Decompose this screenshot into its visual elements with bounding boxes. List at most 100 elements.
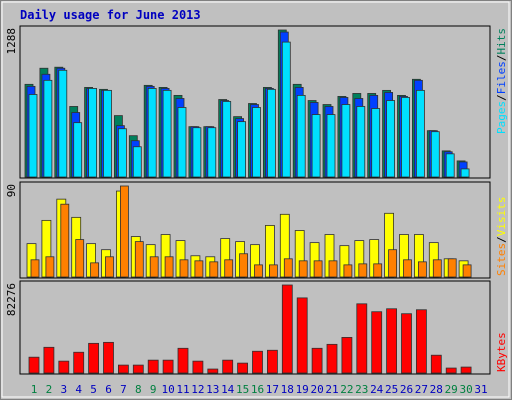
bar: [386, 308, 398, 374]
bar: [147, 88, 157, 178]
legend-entry: Sites: [495, 243, 508, 276]
bar: [296, 297, 308, 374]
bar: [237, 362, 249, 374]
bar: [179, 259, 189, 278]
bar: [73, 122, 83, 178]
bar: [58, 69, 68, 178]
y-tick-label: 82276: [5, 283, 18, 316]
legend-entry: Visits: [495, 197, 508, 237]
bar: [222, 101, 232, 178]
x-tick-label: 21: [325, 383, 338, 396]
bar: [132, 146, 142, 178]
x-tick-label: 31: [474, 383, 487, 396]
x-tick-label: 30: [459, 383, 472, 396]
bar: [388, 249, 398, 278]
bar: [209, 261, 219, 278]
bar: [358, 263, 368, 278]
bar: [415, 89, 425, 178]
y-tick-label: 1288: [5, 28, 18, 55]
bar: [401, 97, 410, 178]
bar: [430, 354, 442, 374]
legend-separator: /: [495, 55, 508, 62]
x-tick-label: 2: [46, 383, 53, 396]
bar: [460, 366, 472, 374]
bar: [88, 342, 99, 374]
bar: [60, 203, 70, 278]
bar: [132, 364, 144, 374]
legend: KBytes: [495, 332, 508, 372]
bar: [445, 153, 455, 178]
bar: [373, 263, 383, 278]
bar: [164, 256, 174, 278]
bar: [103, 341, 114, 374]
bar: [239, 253, 249, 278]
bar: [298, 260, 308, 278]
bar: [147, 359, 159, 374]
bar: [281, 284, 293, 374]
bar: [371, 311, 383, 374]
bar: [430, 131, 440, 178]
x-tick-label: 23: [355, 383, 368, 396]
bar: [343, 264, 353, 278]
bar: [356, 303, 368, 374]
x-tick-label: 18: [281, 383, 294, 396]
bar: [237, 121, 247, 178]
bar: [460, 168, 470, 178]
bar: [90, 262, 99, 278]
y-tick-label: 90: [5, 184, 18, 197]
x-tick-label: 4: [75, 383, 82, 396]
bar: [224, 259, 234, 278]
x-tick-label: 29: [445, 383, 458, 396]
x-tick-label: 16: [251, 383, 264, 396]
x-tick-label: 22: [340, 383, 353, 396]
bar: [341, 337, 353, 374]
bar: [43, 79, 53, 178]
legend-separator: /: [495, 94, 508, 101]
bar: [88, 88, 97, 178]
x-tick-label: 9: [150, 383, 157, 396]
bar: [118, 128, 127, 178]
x-tick-label: 13: [206, 383, 219, 396]
bar: [30, 259, 40, 278]
bar: [311, 347, 323, 374]
bar: [356, 106, 366, 178]
bar: [266, 349, 278, 374]
bar: [75, 239, 85, 278]
x-tick-label: 14: [221, 383, 235, 396]
x-tick-label: 8: [135, 383, 142, 396]
bar: [105, 256, 114, 278]
bar: [103, 89, 112, 178]
x-tick-label: 26: [400, 383, 413, 396]
bar: [177, 347, 189, 374]
x-tick-label: 19: [296, 383, 309, 396]
x-tick-label: 28: [430, 383, 443, 396]
bar: [326, 343, 338, 374]
bar: [43, 346, 55, 374]
x-tick-label: 17: [266, 383, 279, 396]
x-tick-label: 27: [415, 383, 428, 396]
bar: [313, 260, 323, 278]
bar: [162, 359, 174, 374]
bar: [252, 350, 263, 374]
bar: [386, 100, 396, 178]
bar: [222, 359, 234, 374]
bar: [445, 367, 457, 374]
bar: [58, 360, 70, 374]
x-tick-label: 15: [236, 383, 249, 396]
bar: [462, 264, 472, 278]
bar: [417, 261, 427, 278]
legend-entry: Hits: [495, 28, 508, 55]
bar: [328, 260, 338, 278]
bar: [415, 309, 427, 374]
bar: [432, 259, 442, 278]
bar: [177, 107, 187, 178]
bar: [326, 114, 336, 178]
bar: [118, 364, 129, 374]
legend-entry: Files: [495, 61, 508, 94]
bar: [447, 258, 457, 278]
bar: [403, 259, 412, 278]
bar: [371, 108, 381, 178]
bar: [149, 256, 159, 278]
